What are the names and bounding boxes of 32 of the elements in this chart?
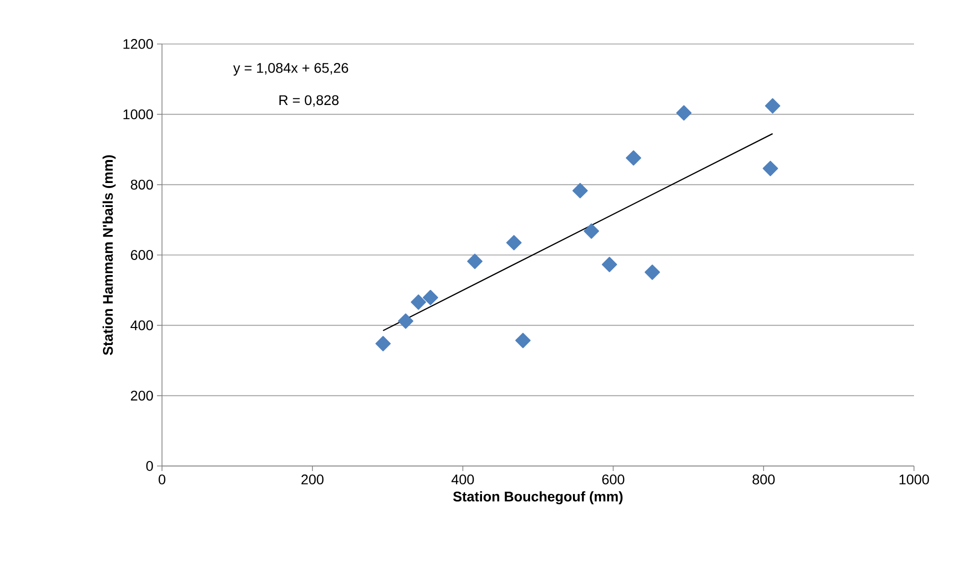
- annotation: R = 0,828: [279, 95, 339, 107]
- point: [572, 182, 588, 198]
- point: [515, 332, 531, 348]
- y-tick-label: 1200: [124, 39, 153, 49]
- x-tick-label: 600: [602, 474, 624, 484]
- point: [762, 160, 778, 176]
- x-axis-title: Station Bouchegouf (mm): [453, 491, 623, 504]
- x-tick-label: 400: [451, 474, 474, 484]
- point: [644, 264, 660, 280]
- point: [422, 290, 438, 306]
- y-axis-title: Station Hammam N'bails (mm): [102, 155, 116, 356]
- x-tick-label: 1000: [900, 474, 929, 484]
- point: [626, 150, 642, 166]
- point: [676, 105, 692, 121]
- y-tick-label: 0: [146, 461, 153, 471]
- point: [602, 256, 618, 272]
- point: [375, 336, 391, 352]
- point: [584, 223, 600, 239]
- x-tick-label: 200: [301, 474, 324, 484]
- y-tick-label: 1000: [124, 109, 153, 120]
- point: [410, 294, 426, 310]
- y-tick-label: 600: [130, 250, 153, 260]
- y-tick-label: 400: [130, 320, 153, 330]
- x-tick-label: 800: [752, 474, 775, 484]
- point: [398, 313, 414, 329]
- point: [506, 235, 522, 250]
- x-tick-label: 0: [158, 474, 166, 484]
- annotation: y = 1,084x + 65,26: [233, 62, 348, 76]
- y-tick-label: 200: [130, 390, 153, 401]
- point: [764, 98, 780, 114]
- point: [467, 254, 483, 269]
- y-tick-label: 800: [130, 180, 153, 190]
